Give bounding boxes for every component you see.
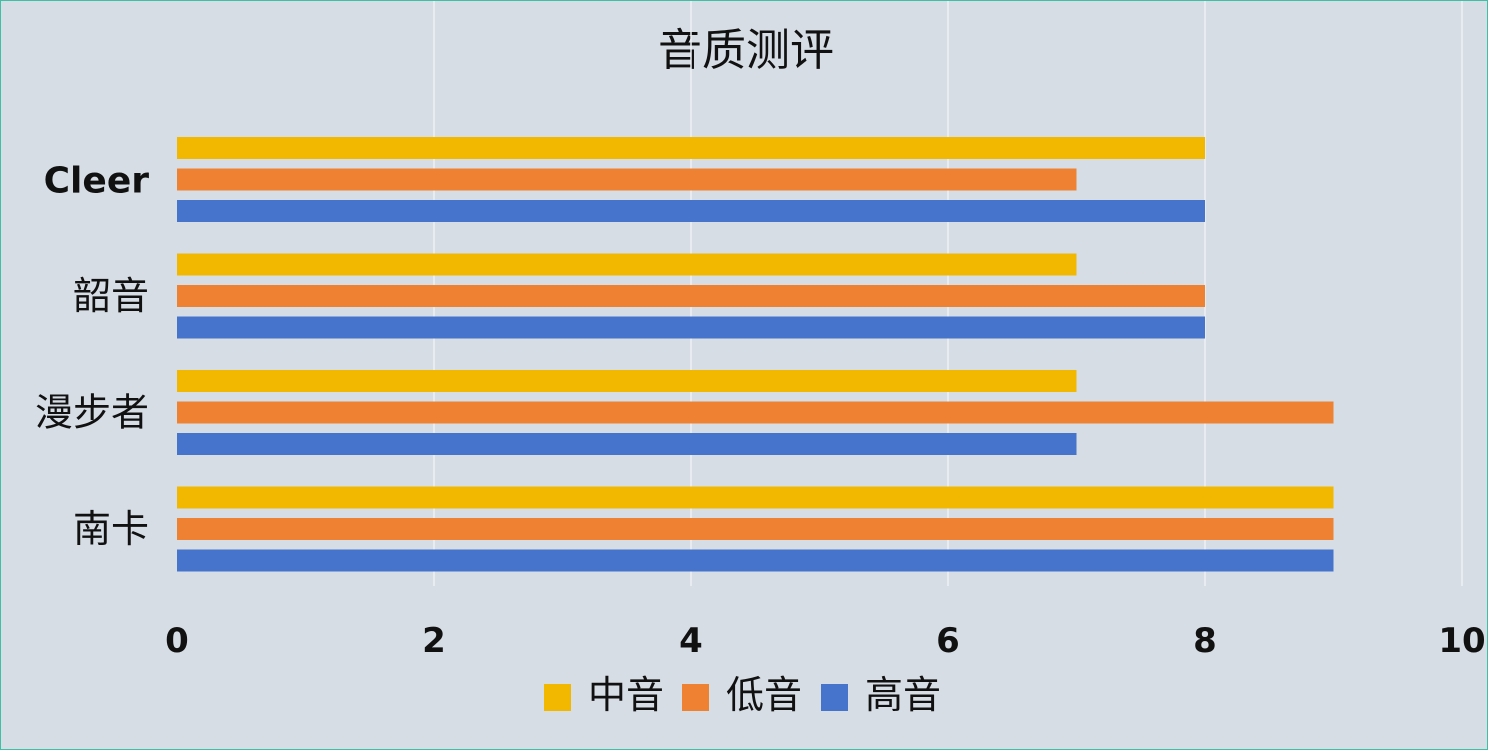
- category-label: 南卡: [73, 507, 149, 551]
- bar: [177, 253, 1077, 276]
- legend-label: 高音: [865, 673, 941, 717]
- x-tick-label: 4: [679, 621, 703, 661]
- bar: [177, 285, 1205, 307]
- bar: [177, 200, 1205, 222]
- bar: [177, 137, 1205, 159]
- category-label: Cleer: [44, 161, 150, 202]
- legend: 中音 低音 高音: [544, 673, 941, 717]
- x-tick-label: 10: [1438, 621, 1485, 661]
- bar: [177, 401, 1334, 424]
- category-label: 韶音: [73, 274, 149, 318]
- legend-swatch: [682, 684, 709, 711]
- bar: [177, 549, 1334, 572]
- legend-label: 中音: [588, 673, 664, 717]
- legend-swatch: [821, 684, 848, 711]
- x-tick-label: 6: [936, 621, 960, 661]
- legend-label: 低音: [726, 673, 802, 717]
- legend-swatch: [544, 684, 571, 711]
- bar: [177, 316, 1205, 339]
- x-tick-label: 8: [1193, 621, 1217, 661]
- x-axis-ticks: 0 2 4 6 8 10: [165, 621, 1486, 661]
- chart-title: 音质测评: [658, 25, 834, 76]
- bar: [177, 168, 1077, 191]
- bar: [177, 486, 1334, 509]
- bars: [177, 137, 1334, 572]
- bar: [177, 433, 1077, 455]
- category-label: 漫步者: [35, 391, 149, 435]
- bar: [177, 370, 1077, 392]
- x-tick-label: 0: [165, 621, 189, 661]
- x-tick-label: 2: [422, 621, 446, 661]
- bar: [177, 518, 1334, 540]
